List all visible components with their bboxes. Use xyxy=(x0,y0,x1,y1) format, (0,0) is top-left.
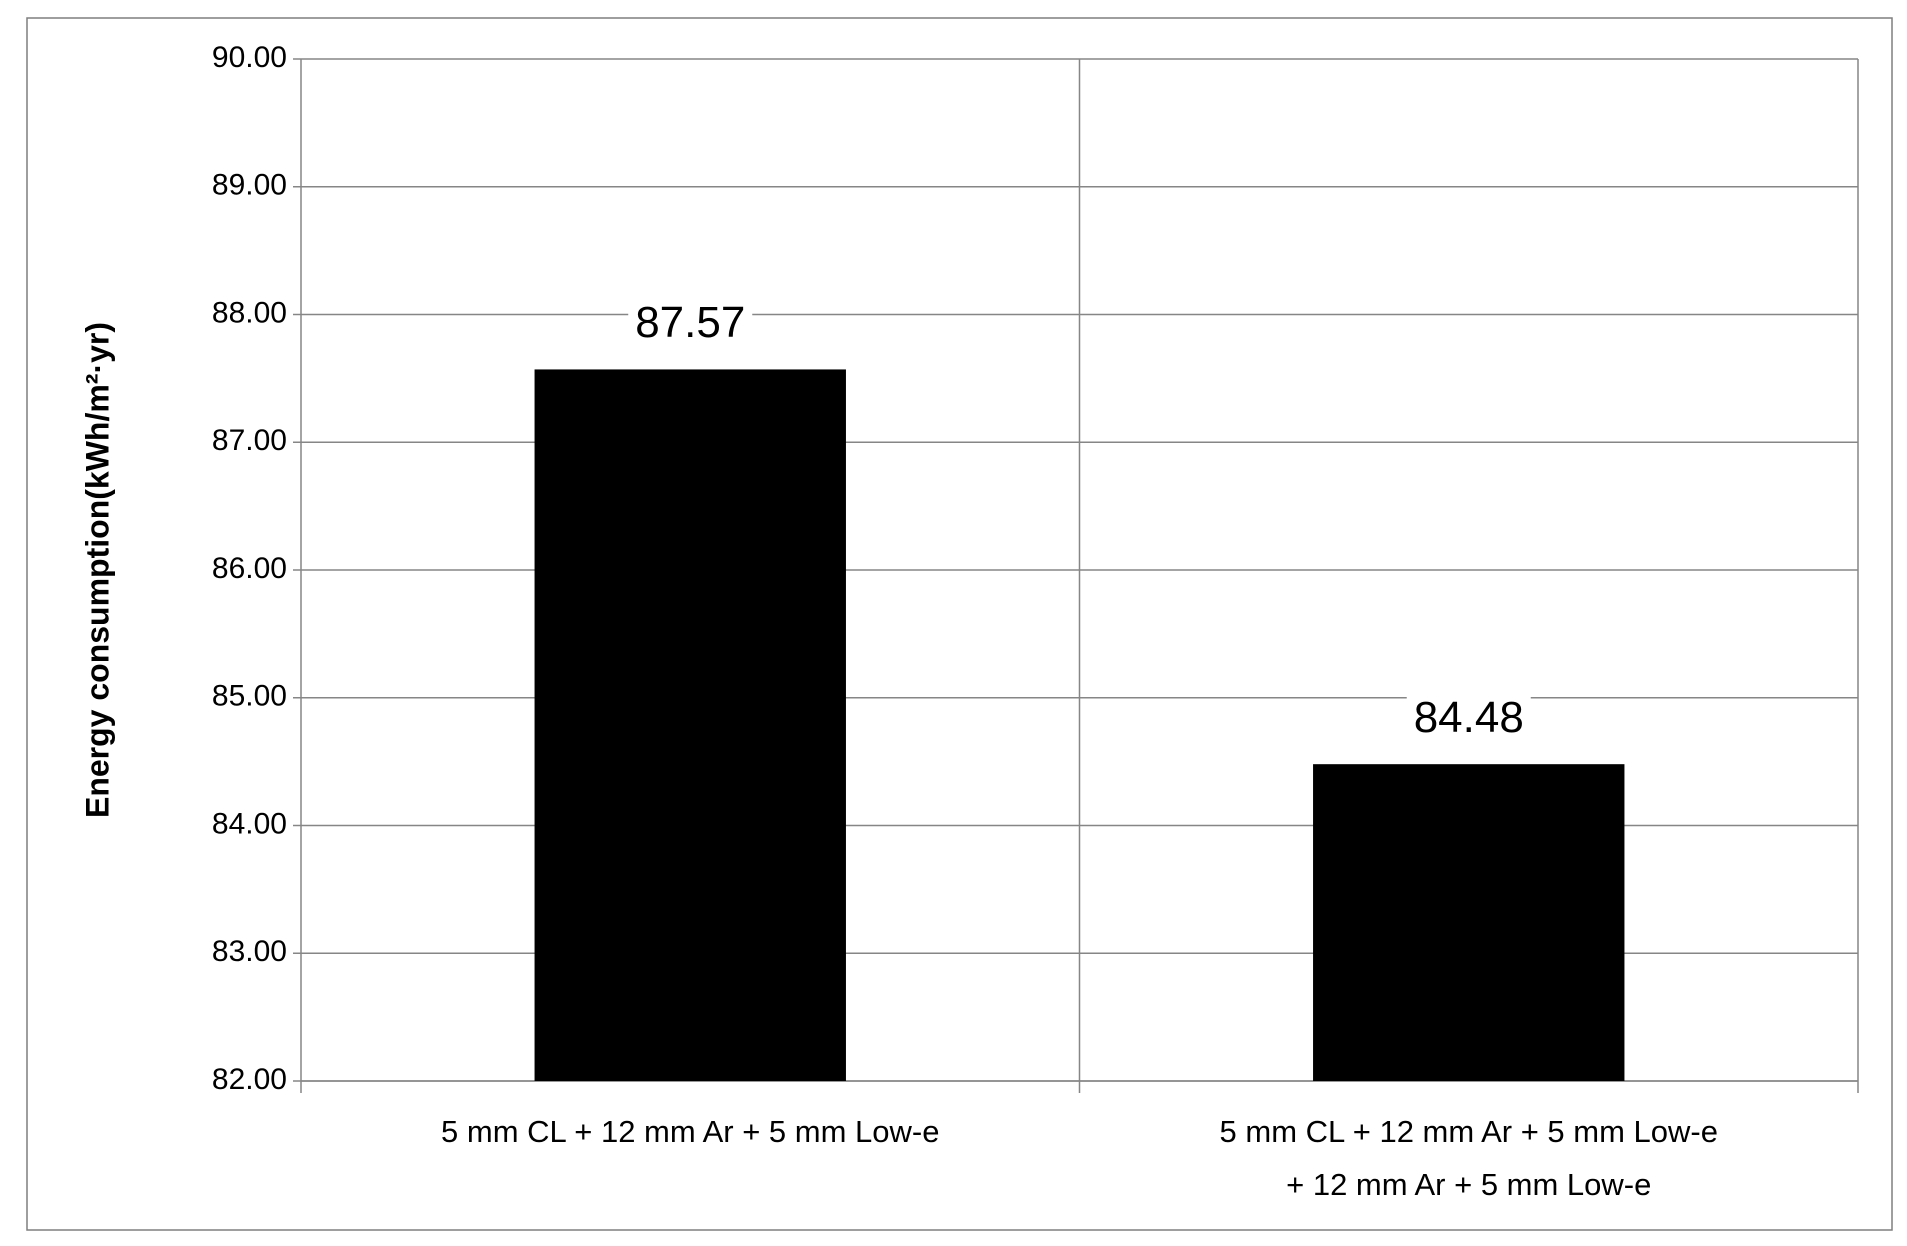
value-label: 87.57 xyxy=(635,298,745,347)
value-label-bg xyxy=(628,297,753,354)
y-tick-label: 87.00 xyxy=(212,424,287,457)
y-tick-label: 88.00 xyxy=(212,296,287,329)
x-tick-label: 5 mm CL + 12 mm Ar + 5 mm Low-e xyxy=(441,1114,939,1149)
y-tick-label: 89.00 xyxy=(212,169,287,202)
x-tick-label: 5 mm CL + 12 mm Ar + 5 mm Low-e xyxy=(1220,1114,1718,1149)
bar xyxy=(534,369,846,1081)
value-label: 84.48 xyxy=(1414,693,1524,742)
y-tick-label: 83.00 xyxy=(212,935,287,968)
y-tick-label: 90.00 xyxy=(212,41,287,74)
y-tick-label: 86.00 xyxy=(212,552,287,585)
x-tick-label: + 12 mm Ar + 5 mm Low-e xyxy=(1286,1167,1651,1202)
y-tick-label: 82.00 xyxy=(212,1063,287,1096)
value-label-bg xyxy=(1406,692,1531,749)
bar xyxy=(1313,764,1625,1081)
y-tick-label: 84.00 xyxy=(212,807,287,840)
y-axis-label: Energy consumption(kWh/m²·yr) xyxy=(79,322,115,818)
y-tick-label: 85.00 xyxy=(212,680,287,713)
